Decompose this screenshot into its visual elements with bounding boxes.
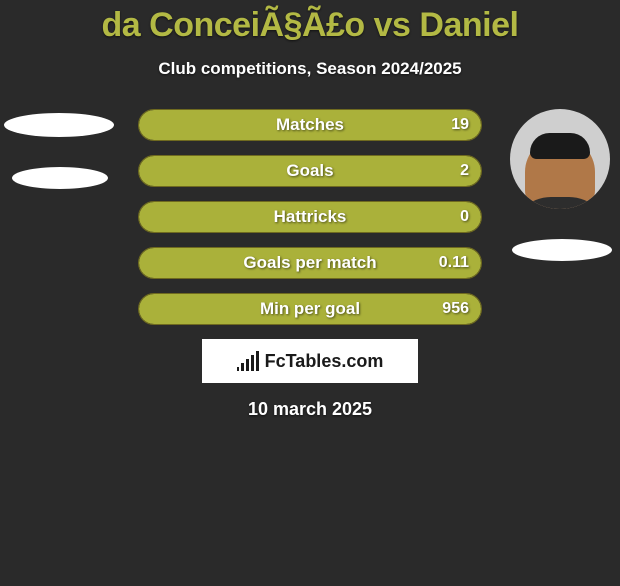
stat-bar-label: Hattricks — [139, 202, 481, 232]
logo-bar-slice — [256, 351, 259, 371]
right-name-ellipse — [512, 239, 612, 261]
stat-bar-value-right: 956 — [442, 294, 469, 324]
date-label: 10 march 2025 — [0, 399, 620, 420]
stat-bar-value-right: 0.11 — [439, 248, 469, 278]
stat-bar-label: Matches — [139, 110, 481, 140]
left-name-ellipse-1 — [4, 113, 114, 137]
right-player-column — [500, 109, 620, 261]
source-logo: FcTables.com — [202, 339, 418, 383]
stat-bar-value-right: 19 — [451, 110, 469, 140]
stat-bar: Matches19 — [138, 109, 482, 141]
stat-bar: Hattricks0 — [138, 201, 482, 233]
page-subtitle: Club competitions, Season 2024/2025 — [0, 59, 620, 79]
stat-bar: Min per goal956 — [138, 293, 482, 325]
right-player-avatar — [510, 109, 610, 209]
logo-text: FcTables.com — [265, 351, 384, 372]
logo-bar-slice — [237, 367, 240, 371]
stat-bar-value-right: 0 — [460, 202, 469, 232]
logo-bar-slice — [251, 355, 254, 371]
avatar-face-icon — [525, 137, 595, 209]
stat-bar: Goals2 — [138, 155, 482, 187]
stat-bars: Matches19 Goals2 Hattricks0 Goals per match… — [138, 109, 482, 325]
left-name-ellipse-2 — [12, 167, 108, 189]
page-title: da ConceiÃ§Ã£o vs Daniel — [0, 6, 620, 45]
comparison-chart: Matches19 Goals2 Hattricks0 Goals per match… — [0, 109, 620, 325]
stat-bar-value-right: 2 — [460, 156, 469, 186]
bars-icon — [237, 351, 259, 371]
stat-bar-label: Min per goal — [139, 294, 481, 324]
stat-bar: Goals per match0.11 — [138, 247, 482, 279]
logo-bar-slice — [246, 359, 249, 371]
left-player-column — [0, 109, 120, 189]
stat-bar-label: Goals per match — [139, 248, 481, 278]
logo-bar-slice — [241, 363, 244, 371]
stat-bar-label: Goals — [139, 156, 481, 186]
